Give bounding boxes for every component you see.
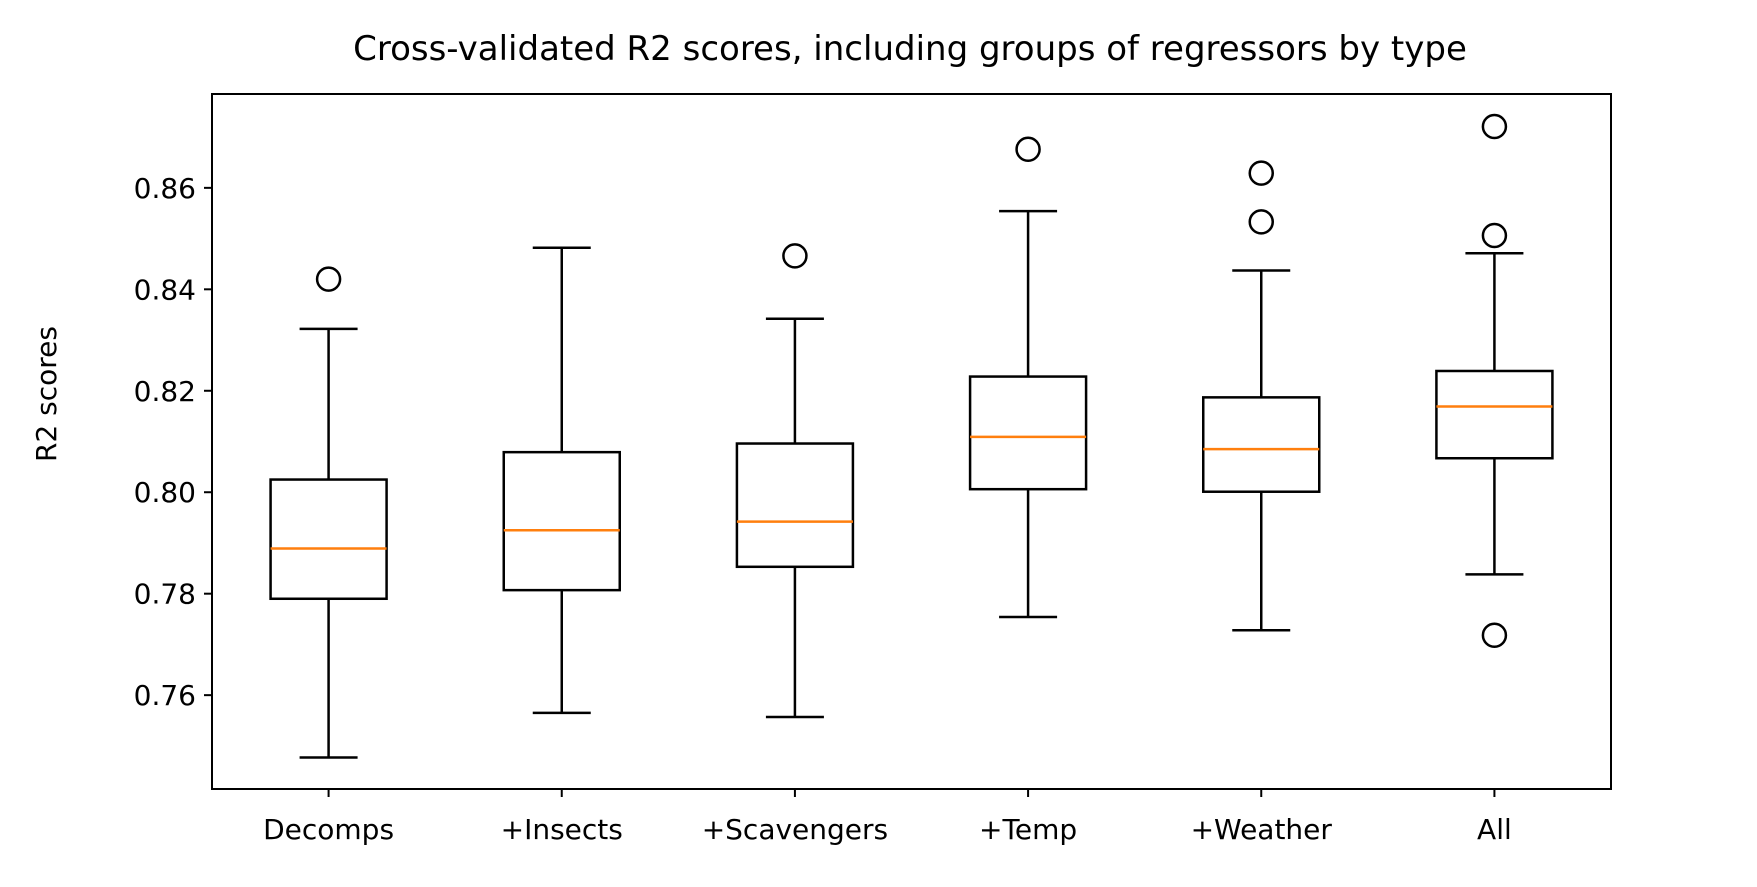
- flier-point: [1481, 622, 1508, 649]
- box-iqr: [735, 442, 855, 569]
- x-tick-label: +Insects: [501, 813, 623, 846]
- y-tick-label: 0.84: [134, 273, 196, 306]
- x-tick-label: +Weather: [1191, 813, 1333, 846]
- x-tick-label: All: [1477, 813, 1512, 846]
- flier-point: [1248, 209, 1274, 235]
- flier-point: [782, 243, 808, 269]
- x-tick-label: +Temp: [979, 813, 1077, 846]
- box-iqr: [1202, 396, 1321, 493]
- plot-area: 0.76 0.78 0.80 0.82 0.84 0.86 Decomps +Insects +…: [134, 93, 1612, 846]
- flier-point: [1481, 222, 1508, 249]
- box-iqr: [1435, 369, 1554, 460]
- flier-point: [1015, 136, 1041, 163]
- flier-point: [1481, 113, 1508, 140]
- y-tick-label: 0.86: [134, 172, 196, 205]
- box-iqr: [269, 478, 388, 601]
- y-tick-label: 0.80: [134, 476, 196, 509]
- axes-frame: [211, 93, 1612, 790]
- flier-point: [315, 266, 342, 292]
- y-axis-label: R2 scores: [30, 326, 63, 462]
- x-tick-label: +Scavengers: [702, 813, 888, 846]
- y-tick-label: 0.78: [134, 578, 196, 611]
- box-iqr: [968, 375, 1088, 491]
- chart-title: Cross-validated R2 scores, including gro…: [353, 29, 1467, 69]
- x-tick-label: Decomps: [263, 813, 394, 846]
- y-tick-label: 0.82: [134, 375, 196, 408]
- box-iqr: [502, 450, 621, 592]
- flier-point: [1248, 160, 1274, 186]
- y-tick-label: 0.76: [134, 679, 196, 712]
